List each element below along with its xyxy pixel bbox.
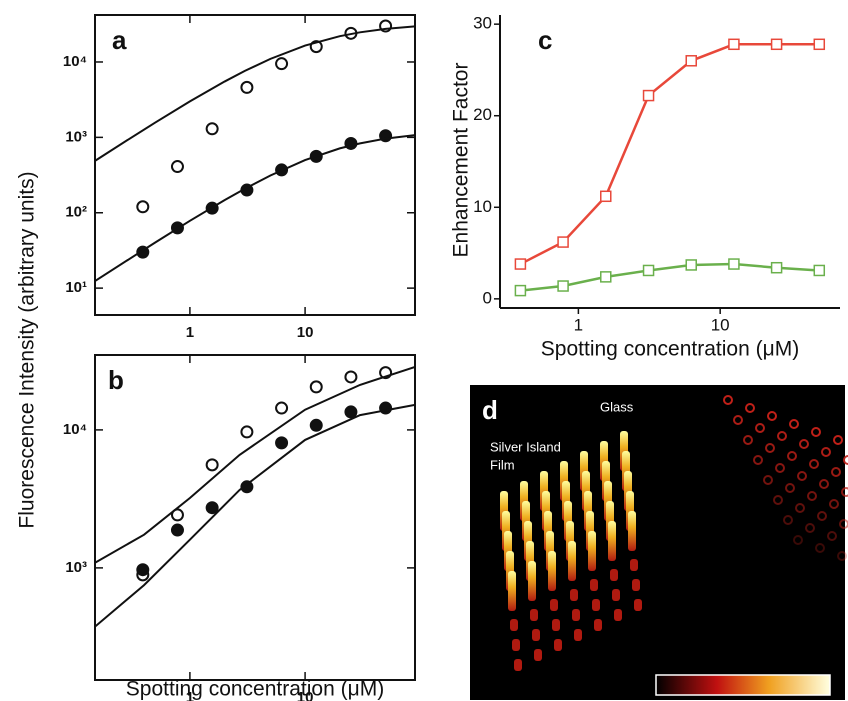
silver-spot — [632, 579, 640, 591]
marker — [686, 56, 696, 66]
y-tick-label: 20 — [473, 105, 492, 124]
marker — [601, 272, 611, 282]
marker — [601, 191, 611, 201]
marker — [137, 564, 148, 575]
series-line — [520, 44, 819, 264]
marker — [345, 406, 356, 417]
silver-label: Silver Island — [490, 439, 561, 454]
panel-letter: c — [538, 25, 552, 55]
marker — [814, 39, 824, 49]
x-axis-label: Spotting concentration (μM) — [541, 338, 799, 361]
y-tick-label: 10⁴ — [63, 421, 87, 438]
marker — [686, 260, 696, 270]
x-tick-label: 1 — [574, 315, 583, 334]
silver-spot — [508, 571, 516, 611]
marker — [558, 237, 568, 247]
panel-letter: d — [482, 395, 498, 425]
silver-spot — [594, 619, 602, 631]
marker — [276, 437, 287, 448]
silver-spot — [574, 629, 582, 641]
marker — [515, 259, 525, 269]
marker — [207, 459, 218, 470]
x-tick-label: 1 — [186, 324, 194, 341]
marker — [644, 91, 654, 101]
silver-spot — [612, 589, 620, 601]
silver-spot — [510, 619, 518, 631]
figure: d Glass Silver Island Film 11010¹10²10³1… — [0, 0, 848, 701]
y-tick-label: 10³ — [65, 559, 87, 576]
y-axis-label: Enhancement Factor — [450, 63, 473, 258]
y-tick-label: 10² — [65, 204, 87, 221]
marker — [814, 265, 824, 275]
silver-spot — [512, 639, 520, 651]
silver-spot — [628, 511, 636, 551]
silver-spot — [610, 569, 618, 581]
panel-letter: a — [112, 25, 127, 55]
silver-spot — [630, 559, 638, 571]
x-tick-label: 10 — [711, 315, 730, 334]
series-line — [95, 367, 415, 563]
silver-spot — [590, 579, 598, 591]
silver-spot — [530, 609, 538, 621]
glass-label: Glass — [600, 399, 634, 414]
silver-spot — [568, 541, 576, 581]
panel-letter: b — [108, 365, 124, 395]
silver-spot — [552, 619, 560, 631]
glass-spot — [844, 456, 848, 464]
series-line — [95, 26, 415, 161]
x-tick-label: 10 — [297, 324, 314, 341]
silver-spot — [554, 639, 562, 651]
silver-label: Film — [490, 457, 515, 472]
y-tick-label: 10⁴ — [63, 53, 87, 70]
plot-frame — [95, 15, 415, 315]
silver-spot — [534, 649, 542, 661]
silver-spot — [634, 599, 642, 611]
marker — [172, 525, 183, 536]
marker — [644, 265, 654, 275]
x-axis-label: Spotting concentration (μM) — [126, 678, 384, 701]
color-bar — [656, 675, 830, 695]
y-tick-label: 0 — [483, 288, 492, 307]
silver-spot — [532, 629, 540, 641]
silver-spot — [550, 599, 558, 611]
y-tick-label: 10³ — [65, 128, 87, 145]
silver-spot — [588, 531, 596, 571]
marker — [311, 381, 322, 392]
silver-spot — [614, 609, 622, 621]
marker — [172, 161, 183, 172]
y-tick-label: 30 — [473, 14, 492, 33]
silver-spot — [528, 561, 536, 601]
marker — [207, 123, 218, 134]
marker — [729, 39, 739, 49]
marker — [241, 82, 252, 93]
silver-spot — [514, 659, 522, 671]
silver-spot — [570, 589, 578, 601]
y-tick-label: 10 — [473, 197, 492, 216]
marker — [311, 420, 322, 431]
marker — [137, 201, 148, 212]
marker — [207, 502, 218, 513]
marker — [772, 39, 782, 49]
marker — [515, 286, 525, 296]
marker — [241, 426, 252, 437]
silver-spot — [592, 599, 600, 611]
silver-spot — [572, 609, 580, 621]
y-tick-label: 10¹ — [65, 279, 87, 296]
silver-spot — [608, 521, 616, 561]
plot-frame — [95, 355, 415, 680]
series-line — [95, 405, 415, 627]
marker — [772, 263, 782, 273]
marker — [729, 259, 739, 269]
marker — [276, 403, 287, 414]
y-axis-label: Fluorescence Intensity (arbitrary units) — [16, 171, 39, 528]
silver-spot — [548, 551, 556, 591]
marker — [276, 58, 287, 69]
marker — [558, 281, 568, 291]
marker — [345, 371, 356, 382]
